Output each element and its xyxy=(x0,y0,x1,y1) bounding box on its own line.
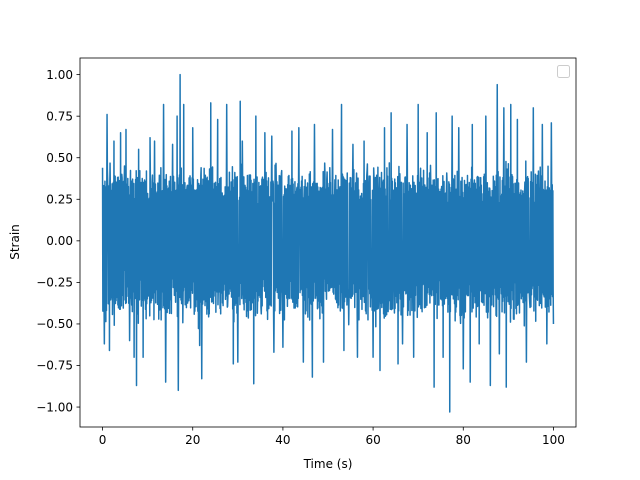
y-axis: −1.00 −0.75 −0.50 −0.25 0.00 0.25 0.50 0.75 1.00 xyxy=(36,68,80,414)
x-tick-label: 20 xyxy=(185,433,200,447)
x-tick-label: 80 xyxy=(456,433,471,447)
y-tick-label: −0.25 xyxy=(36,276,73,290)
x-tick-label: 100 xyxy=(542,433,565,447)
legend-box xyxy=(557,65,570,78)
x-tick-label: 0 xyxy=(99,433,107,447)
y-tick-label: −0.75 xyxy=(36,359,73,373)
strain-series-line xyxy=(101,73,555,413)
y-tick-label: −0.50 xyxy=(36,317,73,331)
axes-frame xyxy=(79,57,577,428)
x-axis-label: Time (s) xyxy=(303,457,353,471)
y-tick-label: 0.00 xyxy=(46,234,73,248)
series-layer xyxy=(101,73,555,413)
y-tick-label: 1.00 xyxy=(46,68,73,82)
x-tick-label: 60 xyxy=(365,433,380,447)
x-axis: 0 20 40 60 80 100 xyxy=(99,427,565,447)
y-tick-label: 0.50 xyxy=(46,151,73,165)
y-tick-label: 0.75 xyxy=(46,109,73,123)
y-axis-label: Strain xyxy=(8,224,22,260)
y-tick-label: −1.00 xyxy=(36,400,73,414)
y-tick-label: 0.25 xyxy=(46,192,73,206)
x-tick-label: 40 xyxy=(275,433,290,447)
